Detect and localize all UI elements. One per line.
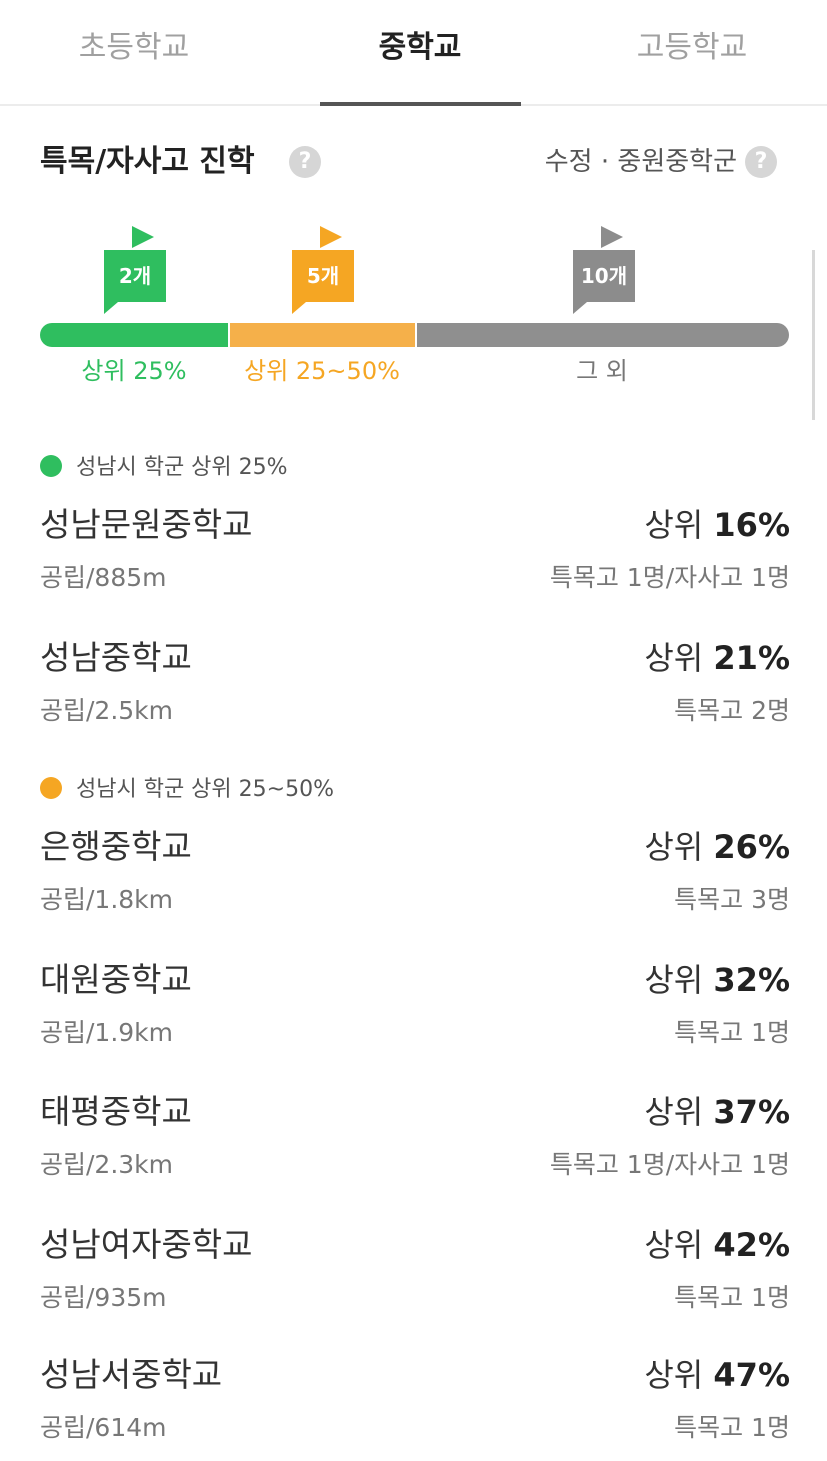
range-bar-others <box>417 323 789 347</box>
district-help-icon[interactable]: ? <box>745 146 777 178</box>
school-row[interactable]: 성남문원중학교 상위 16% 공립/885m 특목고 1명/자사고 1명 <box>40 502 790 612</box>
rank-prefix: 상위 <box>644 639 704 677</box>
scrollbar[interactable] <box>812 250 815 420</box>
school-name: 성남여자중학교 <box>40 1225 253 1264</box>
school-type-distance: 공립/2.3km <box>40 1150 174 1179</box>
range-bar-top25-50 <box>230 323 415 347</box>
tab-elementary[interactable]: 초등학교 <box>78 30 190 65</box>
school-admissions: 특목고 1명/자사고 1명 <box>549 563 790 592</box>
flag-others: 10개 <box>573 226 637 316</box>
flag-icon <box>320 226 342 248</box>
flag-top25: 2개 <box>104 226 168 316</box>
rank-prefix: 상위 <box>644 1356 704 1394</box>
flag-count: 5개 <box>292 250 354 302</box>
rank-value: 47% <box>713 1356 790 1394</box>
school-level-tabs: 초등학교 중학교 고등학교 <box>0 0 827 106</box>
school-rank: 상위 16% <box>644 502 790 548</box>
school-admissions: 특목고 1명 <box>674 1018 790 1047</box>
range-label-others: 그 외 <box>576 357 628 385</box>
school-rank: 상위 21% <box>644 635 790 681</box>
school-admissions: 특목고 3명 <box>674 885 790 914</box>
rank-value: 37% <box>713 1093 790 1131</box>
range-label-top25-50: 상위 25~50% <box>244 357 400 385</box>
tab-middle[interactable]: 중학교 <box>378 30 462 65</box>
group-title: 성남시 학군 상위 25% <box>76 455 288 480</box>
active-tab-indicator <box>320 102 521 106</box>
rank-prefix: 상위 <box>644 1093 704 1131</box>
rank-value: 42% <box>713 1226 790 1264</box>
rank-prefix: 상위 <box>644 828 704 866</box>
flag-icon <box>601 226 623 248</box>
flag-tail <box>573 302 587 314</box>
school-admissions: 특목고 1명 <box>674 1283 790 1312</box>
school-type-distance: 공립/2.5km <box>40 696 174 725</box>
school-rank: 상위 26% <box>644 824 790 870</box>
school-name: 성남문원중학교 <box>40 505 253 544</box>
school-admissions: 특목고 2명 <box>674 696 790 725</box>
school-type-distance: 공립/1.8km <box>40 885 174 914</box>
flag-icon <box>132 226 154 248</box>
school-rank: 상위 42% <box>644 1222 790 1268</box>
school-rank: 상위 37% <box>644 1089 790 1135</box>
rank-value: 32% <box>713 961 790 999</box>
flag-top25-50: 5개 <box>292 226 356 316</box>
school-row[interactable]: 성남여자중학교 상위 42% 공립/935m 특목고 1명 <box>40 1222 790 1332</box>
rank-value: 16% <box>713 506 790 544</box>
school-name: 성남중학교 <box>40 638 192 677</box>
flag-tail <box>104 302 118 314</box>
school-row[interactable]: 성남서중학교 상위 47% 공립/614m 특목고 1명 <box>40 1352 790 1461</box>
rank-value: 21% <box>713 639 790 677</box>
school-admissions: 특목고 1명 <box>674 1413 790 1442</box>
group-header-top25-50: 성남시 학군 상위 25~50% <box>40 774 334 806</box>
range-bar-top25 <box>40 323 228 347</box>
flag-tail <box>292 302 306 314</box>
school-row[interactable]: 대원중학교 상위 32% 공립/1.9km 특목고 1명 <box>40 957 790 1067</box>
group-header-top25: 성남시 학군 상위 25% <box>40 452 288 484</box>
flag-count: 2개 <box>104 250 166 302</box>
rank-prefix: 상위 <box>644 961 704 999</box>
section-title: 특목/자사고 진학 <box>40 144 255 179</box>
school-name: 대원중학교 <box>40 960 192 999</box>
range-label-top25: 상위 25% <box>81 357 187 385</box>
school-type-distance: 공립/1.9km <box>40 1018 174 1047</box>
school-type-distance: 공립/614m <box>40 1413 167 1442</box>
green-dot-icon <box>40 455 62 477</box>
school-name: 성남서중학교 <box>40 1355 223 1394</box>
district-label[interactable]: 수정 · 중원중학군 <box>544 147 737 177</box>
rank-prefix: 상위 <box>644 1226 704 1264</box>
flag-count: 10개 <box>573 250 635 302</box>
school-name: 은행중학교 <box>40 827 192 866</box>
help-icon[interactable]: ? <box>289 146 321 178</box>
rank-prefix: 상위 <box>644 506 704 544</box>
school-rank: 상위 32% <box>644 957 790 1003</box>
school-name: 태평중학교 <box>40 1092 192 1131</box>
school-admissions: 특목고 1명/자사고 1명 <box>549 1150 790 1179</box>
group-title: 성남시 학군 상위 25~50% <box>76 777 334 802</box>
school-row[interactable]: 성남중학교 상위 21% 공립/2.5km 특목고 2명 <box>40 635 790 745</box>
school-row[interactable]: 태평중학교 상위 37% 공립/2.3km 특목고 1명/자사고 1명 <box>40 1089 790 1199</box>
rank-value: 26% <box>713 828 790 866</box>
tab-high[interactable]: 고등학교 <box>636 30 748 65</box>
school-row[interactable]: 은행중학교 상위 26% 공립/1.8km 특목고 3명 <box>40 824 790 934</box>
school-rank: 상위 47% <box>644 1352 790 1398</box>
orange-dot-icon <box>40 777 62 799</box>
school-type-distance: 공립/885m <box>40 563 167 592</box>
school-type-distance: 공립/935m <box>40 1283 167 1312</box>
